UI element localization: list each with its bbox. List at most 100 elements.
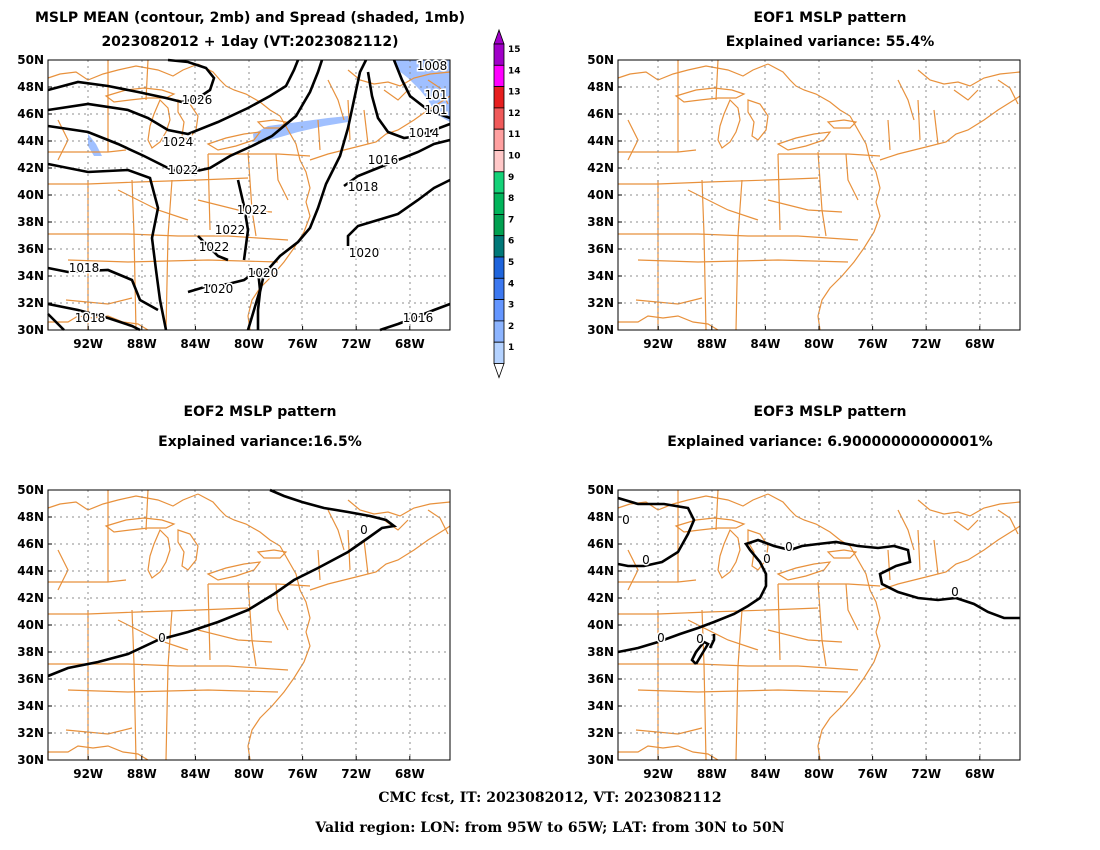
- lon-tick-label: 88W: [127, 337, 157, 351]
- contour-label: 1016: [403, 311, 434, 325]
- contour-label: 1018: [69, 261, 100, 275]
- colorbar-label: 8: [508, 194, 514, 204]
- colorbar-swatch: [493, 171, 505, 194]
- lat-tick-label: 36N: [587, 672, 614, 686]
- lat-tick-label: 34N: [17, 269, 44, 283]
- eof2-zero-contour: [47, 488, 398, 678]
- lat-tick-label: 32N: [587, 296, 614, 310]
- contour-label: 0: [657, 631, 665, 645]
- colorbar-bottom-arrow: [493, 363, 505, 379]
- lat-tick-label: 38N: [17, 215, 44, 229]
- lat-tick-label: 40N: [587, 188, 614, 202]
- lon-tick-label: 84W: [180, 767, 210, 781]
- lon-tick-label: 76W: [288, 767, 318, 781]
- colorbar-label: 9: [508, 173, 514, 183]
- colorbar-swatch: [493, 43, 505, 66]
- colorbar-label: 11: [508, 130, 521, 140]
- lon-tick-label: 92W: [643, 767, 673, 781]
- lat-tick-label: 30N: [17, 753, 44, 767]
- contour-label: 0: [360, 523, 368, 537]
- panel-title-eof1-line2: Explained variance: 55.4%: [725, 34, 935, 50]
- lon-tick-label: 80W: [234, 337, 264, 351]
- colorbar-label: 13: [508, 88, 521, 98]
- lat-tick-label: 46N: [17, 107, 44, 121]
- colorbar-label: 15: [508, 45, 521, 55]
- lat-tick-label: 50N: [587, 53, 614, 67]
- lon-tick-label: 72W: [911, 767, 941, 781]
- spread-shade-west: [88, 134, 102, 156]
- colorbar-label: 10: [508, 152, 521, 162]
- map-frame: [617, 489, 1021, 761]
- lat-tick-label: 30N: [587, 323, 614, 337]
- lon-tick-label: 84W: [750, 337, 780, 351]
- contour-label: 1020: [203, 282, 234, 296]
- panel-title-eof3-line1: EOF3 MSLP pattern: [753, 404, 907, 420]
- panel-title-eof2-line2: Explained variance:16.5%: [158, 434, 362, 450]
- lat-tick-label: 48N: [587, 80, 614, 94]
- lat-tick-label: 38N: [17, 645, 44, 659]
- colorbar-swatch: [493, 235, 505, 258]
- lon-tick-label: 68W: [395, 337, 425, 351]
- colorbar-label: 6: [508, 237, 514, 247]
- contour-label: 101: [425, 103, 448, 117]
- colorbar-label: 3: [508, 301, 514, 311]
- lat-tick-label: 50N: [17, 53, 44, 67]
- contour-label: 1016: [368, 153, 399, 167]
- lat-tick-label: 46N: [587, 107, 614, 121]
- map-frame: [617, 59, 1021, 331]
- contour-label: 1020: [248, 266, 279, 280]
- footer-line2: Valid region: LON: from 95W to 65W; LAT:…: [315, 820, 785, 836]
- lat-tick-label: 38N: [587, 645, 614, 659]
- colorbar-swatch: [493, 86, 505, 109]
- panel-title-mean-line1: MSLP MEAN (contour, 2mb) and Spread (sha…: [35, 10, 465, 26]
- lat-tick-label: 32N: [587, 726, 614, 740]
- contour-label: 1022: [237, 203, 268, 217]
- colorbar-swatch: [493, 341, 505, 364]
- map-panel-eof2: [47, 488, 451, 761]
- colorbar-label: 5: [508, 258, 514, 268]
- colorbar: 15 14 13 12 11 10 9 8 7 6 5 4 3 2 1: [493, 28, 521, 379]
- colorbar-label: 1: [508, 343, 514, 353]
- contour-label: 1020: [349, 246, 380, 260]
- lon-tick-label: 76W: [858, 337, 888, 351]
- lat-tick-label: 32N: [17, 726, 44, 740]
- colorbar-swatch: [493, 128, 505, 151]
- contour-label: 1018: [348, 180, 379, 194]
- lon-tick-label: 72W: [341, 767, 371, 781]
- contour-label: 0: [696, 632, 704, 646]
- panel-title-eof3-line2: Explained variance: 6.90000000000001%: [667, 434, 993, 450]
- panel-title-mean-line2: 2023082012 + 1day (VT:2023082112): [101, 34, 399, 50]
- lat-tick-label: 44N: [17, 134, 44, 148]
- colorbar-swatch: [493, 320, 505, 343]
- lon-tick-label: 92W: [73, 337, 103, 351]
- lat-tick-label: 50N: [587, 483, 614, 497]
- lon-tick-label: 76W: [858, 767, 888, 781]
- contour-label: 0: [951, 585, 959, 599]
- colorbar-swatch: [493, 192, 505, 215]
- lat-tick-label: 32N: [17, 296, 44, 310]
- lat-tick-label: 40N: [587, 618, 614, 632]
- footer-line1: CMC fcst, IT: 2023082012, VT: 2023082112: [378, 790, 722, 806]
- lat-tick-label: 34N: [587, 699, 614, 713]
- contour-label: 0: [642, 553, 650, 567]
- lon-tick-label: 92W: [643, 337, 673, 351]
- lat-tick-label: 42N: [17, 591, 44, 605]
- lat-tick-label: 30N: [17, 323, 44, 337]
- lat-tick-label: 36N: [17, 672, 44, 686]
- lat-tick-label: 44N: [587, 564, 614, 578]
- eof3-zero-contours: [617, 496, 1020, 665]
- colorbar-label: 4: [508, 279, 514, 289]
- lat-tick-label: 46N: [587, 537, 614, 551]
- spread-shade-great-lakes: [253, 116, 348, 142]
- lon-tick-label: 88W: [697, 767, 727, 781]
- contour-label: 1026: [182, 93, 213, 107]
- map-panel-mean: [47, 58, 451, 332]
- lat-tick-label: 42N: [17, 161, 44, 175]
- lat-tick-label: 42N: [587, 591, 614, 605]
- lat-tick-label: 46N: [17, 537, 44, 551]
- contour-label: 0: [158, 631, 166, 645]
- lat-tick-label: 34N: [587, 269, 614, 283]
- mslp-contours: [47, 58, 451, 332]
- contour-label: 1014: [409, 126, 440, 140]
- colorbar-swatch: [493, 213, 505, 237]
